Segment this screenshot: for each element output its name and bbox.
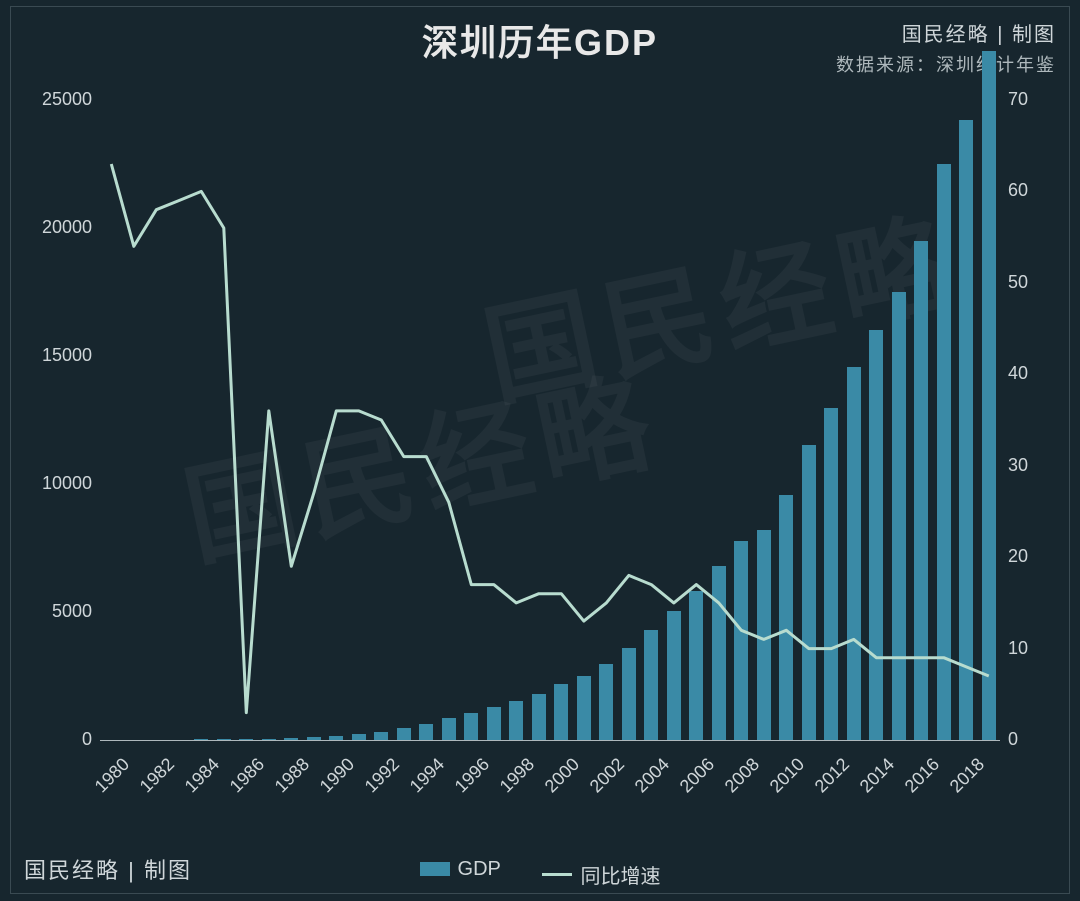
- footer-attribution: 国民经略 | 制图: [24, 853, 192, 885]
- attribution: 国民经略 | 制图: [836, 18, 1056, 47]
- y-right-tick: 60: [1008, 180, 1028, 201]
- header-right: 国民经略 | 制图 数据来源：深圳统计年鉴: [836, 18, 1056, 77]
- y-right-tick: 20: [1008, 546, 1028, 567]
- y-right-tick: 40: [1008, 363, 1028, 384]
- legend-label-gdp: GDP: [458, 858, 501, 881]
- y-left-tick: 15000: [42, 345, 92, 366]
- y-right-tick: 70: [1008, 89, 1028, 110]
- legend-item-growth: 同比增速: [542, 860, 660, 889]
- y-left-tick: 10000: [42, 473, 92, 494]
- y-right-tick: 10: [1008, 638, 1028, 659]
- y-right-tick: 30: [1008, 455, 1028, 476]
- line-series: [100, 100, 1000, 740]
- legend-label-growth: 同比增速: [580, 860, 660, 889]
- y-right-tick: 50: [1008, 272, 1028, 293]
- legend-item-gdp: GDP: [420, 858, 501, 881]
- x-axis-line: [100, 740, 1000, 741]
- y-left-tick: 20000: [42, 217, 92, 238]
- y-right-tick: 0: [1008, 729, 1018, 750]
- y-left-tick: 25000: [42, 89, 92, 110]
- data-source: 数据来源：深圳统计年鉴: [836, 51, 1056, 77]
- growth-line: [111, 164, 989, 713]
- y-left-tick: 0: [82, 729, 92, 750]
- legend-swatch-bar: [420, 862, 450, 876]
- chart-area: 0 5000 10000 15000 20000 25000 0 10 20 30 40 50 60 70…: [20, 80, 1060, 800]
- y-left-tick: 5000: [52, 601, 92, 622]
- legend-swatch-line: [542, 873, 572, 876]
